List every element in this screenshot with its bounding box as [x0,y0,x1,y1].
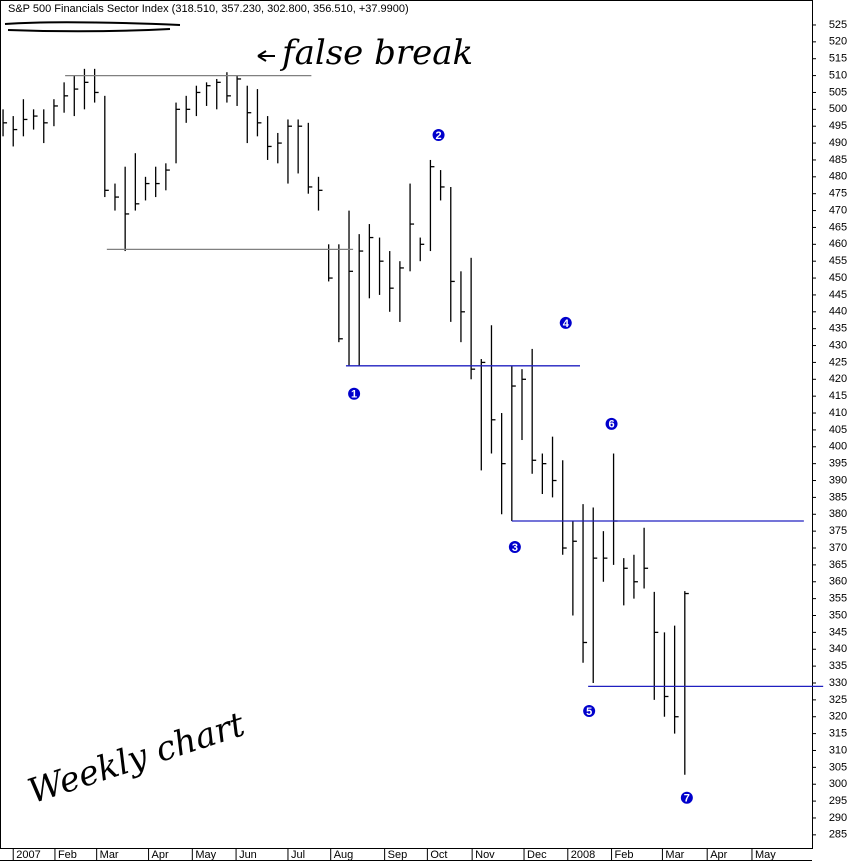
pen-scribble [4,21,181,33]
wave-marker-label: 2 [435,130,441,142]
y-tick-label: 330 [829,677,847,689]
y-tick-label: 375 [829,525,847,537]
y-tick-label: 400 [829,441,847,453]
x-tick-label: Dec [527,849,547,861]
y-tick-label: 460 [829,238,847,250]
x-tick-label: Jul [291,849,305,861]
y-tick-label: 515 [829,53,847,65]
y-tick-label: 440 [829,306,847,318]
y-tick-label: 405 [829,424,847,436]
y-tick-label: 355 [829,593,847,605]
y-tick-label: 485 [829,154,847,166]
y-tick-label: 475 [829,188,847,200]
y-tick-label: 450 [829,272,847,284]
y-tick-label: 520 [829,36,847,48]
x-tick-label: May [755,849,776,861]
x-tick-label: Mar [665,849,684,861]
plot-frame [0,0,813,849]
y-tick-label: 320 [829,711,847,723]
y-tick-label: 480 [829,171,847,183]
y-tick-label: 350 [829,609,847,621]
wave-marker [348,387,361,400]
y-tick-label: 310 [829,744,847,756]
y-tick-label: 380 [829,508,847,520]
y-tick-label: 345 [829,626,847,638]
x-tick-label: Oct [430,849,447,861]
y-tick-label: 370 [829,542,847,554]
y-tick-label: 465 [829,221,847,233]
y-tick-label: 365 [829,559,847,571]
wave-marker-label: 7 [684,793,690,805]
x-tick-label: 2007 [16,849,40,861]
y-tick-label: 300 [829,778,847,790]
y-tick-label: 395 [829,458,847,470]
wave-marker-label: 5 [586,706,592,718]
wave-marker-label: 6 [608,419,614,431]
x-tick-label: Sep [388,849,408,861]
y-tick-label: 435 [829,323,847,335]
wave-marker [432,128,445,141]
y-tick-label: 420 [829,373,847,385]
y-tick-label: 285 [829,829,847,841]
y-tick-label: 410 [829,407,847,419]
y-tick-label: 430 [829,339,847,351]
y-tick-label: 495 [829,120,847,132]
wave-marker [583,704,596,717]
x-tick-label: Jun [239,849,257,861]
x-tick-label: Apr [152,849,169,861]
y-tick-label: 325 [829,694,847,706]
y-tick-label: 340 [829,643,847,655]
wave-marker-label: 4 [563,318,570,330]
y-tick-label: 415 [829,390,847,402]
wave-marker [559,316,572,329]
wave-marker [605,417,618,430]
y-tick-label: 385 [829,491,847,503]
y-tick-label: 290 [829,812,847,824]
wave-marker-label: 3 [512,542,518,554]
x-tick-label: Feb [58,849,77,861]
y-tick-label: 360 [829,576,847,588]
y-tick-label: 445 [829,289,847,301]
y-tick-label: 315 [829,728,847,740]
wave-marker [508,540,521,553]
y-tick-label: 525 [829,19,847,31]
y-tick-label: 390 [829,474,847,486]
y-tick-label: 425 [829,356,847,368]
y-tick-label: 510 [829,69,847,81]
x-tick-label: Apr [710,849,727,861]
x-tick-label: Aug [334,849,354,861]
x-tick-label: May [195,849,216,861]
y-tick-label: 470 [829,204,847,216]
wave-marker [680,791,693,804]
y-tick-label: 295 [829,795,847,807]
x-tick-label: Mar [100,849,119,861]
y-tick-label: 455 [829,255,847,267]
handwritten-arrow [257,50,275,62]
y-tick-label: 305 [829,761,847,773]
x-tick-label: Nov [475,849,495,861]
y-tick-label: 500 [829,103,847,115]
y-tick-label: 505 [829,86,847,98]
handwritten-note: false break [279,33,473,73]
y-tick-label: 335 [829,660,847,672]
x-tick-label: 2008 [571,849,595,861]
x-tick-label: Feb [615,849,634,861]
chart-title: S&P 500 Financials Sector Index (318.510… [8,3,409,15]
y-tick-label: 490 [829,137,847,149]
wave-marker-label: 1 [351,389,357,401]
